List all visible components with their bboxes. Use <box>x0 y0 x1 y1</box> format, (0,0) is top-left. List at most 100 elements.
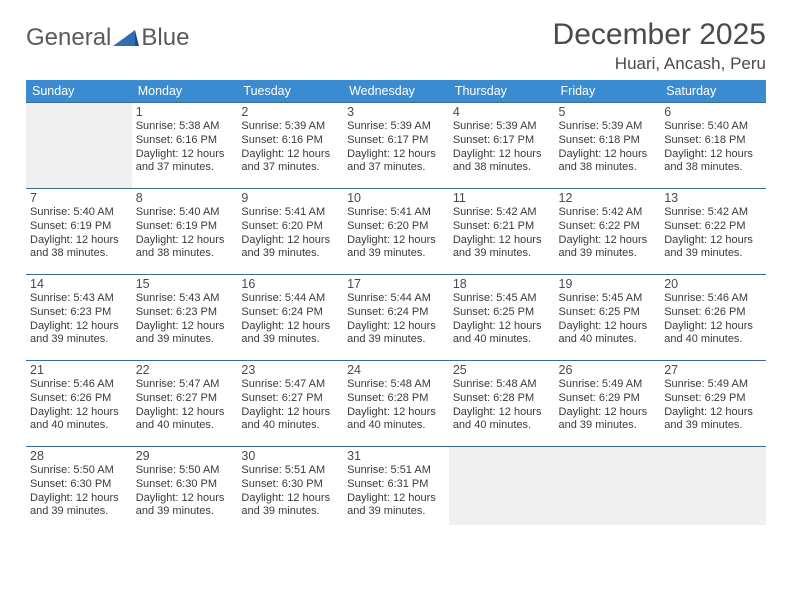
day-info: Sunrise: 5:40 AMSunset: 6:19 PMDaylight:… <box>30 206 128 261</box>
day-info: Sunrise: 5:43 AMSunset: 6:23 PMDaylight:… <box>136 292 234 347</box>
day-info: Sunrise: 5:47 AMSunset: 6:27 PMDaylight:… <box>241 378 339 433</box>
calendar-table: Sunday Monday Tuesday Wednesday Thursday… <box>26 80 766 525</box>
location: Huari, Ancash, Peru <box>553 54 766 74</box>
day-number: 30 <box>241 449 339 463</box>
calendar-day-cell: 7Sunrise: 5:40 AMSunset: 6:19 PMDaylight… <box>26 189 132 275</box>
day-number: 10 <box>347 191 445 205</box>
day-number: 17 <box>347 277 445 291</box>
day-number: 2 <box>241 105 339 119</box>
day-info: Sunrise: 5:43 AMSunset: 6:23 PMDaylight:… <box>30 292 128 347</box>
calendar-week-row: 21Sunrise: 5:46 AMSunset: 6:26 PMDayligh… <box>26 361 766 447</box>
calendar-day-cell: 28Sunrise: 5:50 AMSunset: 6:30 PMDayligh… <box>26 447 132 526</box>
calendar-week-row: 1Sunrise: 5:38 AMSunset: 6:16 PMDaylight… <box>26 103 766 189</box>
calendar-day-cell: 6Sunrise: 5:40 AMSunset: 6:18 PMDaylight… <box>660 103 766 189</box>
calendar-day-cell: 27Sunrise: 5:49 AMSunset: 6:29 PMDayligh… <box>660 361 766 447</box>
day-number: 7 <box>30 191 128 205</box>
day-number: 31 <box>347 449 445 463</box>
calendar-day-cell: 8Sunrise: 5:40 AMSunset: 6:19 PMDaylight… <box>132 189 238 275</box>
calendar-day-cell: 26Sunrise: 5:49 AMSunset: 6:29 PMDayligh… <box>555 361 661 447</box>
weekday-header: Saturday <box>660 80 766 103</box>
header: General Blue December 2025 Huari, Ancash… <box>26 18 766 74</box>
day-info: Sunrise: 5:51 AMSunset: 6:31 PMDaylight:… <box>347 464 445 519</box>
day-info: Sunrise: 5:50 AMSunset: 6:30 PMDaylight:… <box>136 464 234 519</box>
calendar-day-cell: 3Sunrise: 5:39 AMSunset: 6:17 PMDaylight… <box>343 103 449 189</box>
calendar-day-cell: 13Sunrise: 5:42 AMSunset: 6:22 PMDayligh… <box>660 189 766 275</box>
day-number: 5 <box>559 105 657 119</box>
day-number: 1 <box>136 105 234 119</box>
day-info: Sunrise: 5:38 AMSunset: 6:16 PMDaylight:… <box>136 120 234 175</box>
day-number: 19 <box>559 277 657 291</box>
day-number: 16 <box>241 277 339 291</box>
day-info: Sunrise: 5:41 AMSunset: 6:20 PMDaylight:… <box>347 206 445 261</box>
calendar-day-cell: 11Sunrise: 5:42 AMSunset: 6:21 PMDayligh… <box>449 189 555 275</box>
day-number: 6 <box>664 105 762 119</box>
month-title: December 2025 <box>553 18 766 52</box>
day-number: 20 <box>664 277 762 291</box>
day-number: 26 <box>559 363 657 377</box>
calendar-day-cell: 19Sunrise: 5:45 AMSunset: 6:25 PMDayligh… <box>555 275 661 361</box>
calendar-day-cell: 24Sunrise: 5:48 AMSunset: 6:28 PMDayligh… <box>343 361 449 447</box>
day-number: 27 <box>664 363 762 377</box>
title-block: December 2025 Huari, Ancash, Peru <box>553 18 766 74</box>
day-info: Sunrise: 5:42 AMSunset: 6:22 PMDaylight:… <box>559 206 657 261</box>
day-info: Sunrise: 5:49 AMSunset: 6:29 PMDaylight:… <box>559 378 657 433</box>
calendar-day-cell: 12Sunrise: 5:42 AMSunset: 6:22 PMDayligh… <box>555 189 661 275</box>
day-number: 24 <box>347 363 445 377</box>
day-number: 4 <box>453 105 551 119</box>
day-info: Sunrise: 5:44 AMSunset: 6:24 PMDaylight:… <box>347 292 445 347</box>
weekday-header-row: Sunday Monday Tuesday Wednesday Thursday… <box>26 80 766 103</box>
calendar-day-cell: 5Sunrise: 5:39 AMSunset: 6:18 PMDaylight… <box>555 103 661 189</box>
calendar-page: General Blue December 2025 Huari, Ancash… <box>0 0 792 535</box>
day-info: Sunrise: 5:47 AMSunset: 6:27 PMDaylight:… <box>136 378 234 433</box>
calendar-day-cell <box>660 447 766 526</box>
day-number: 22 <box>136 363 234 377</box>
day-info: Sunrise: 5:44 AMSunset: 6:24 PMDaylight:… <box>241 292 339 347</box>
logo-text-1: General <box>26 24 111 52</box>
day-number: 25 <box>453 363 551 377</box>
calendar-day-cell: 2Sunrise: 5:39 AMSunset: 6:16 PMDaylight… <box>237 103 343 189</box>
calendar-day-cell: 10Sunrise: 5:41 AMSunset: 6:20 PMDayligh… <box>343 189 449 275</box>
day-info: Sunrise: 5:46 AMSunset: 6:26 PMDaylight:… <box>664 292 762 347</box>
day-info: Sunrise: 5:49 AMSunset: 6:29 PMDaylight:… <box>664 378 762 433</box>
logo-triangle-icon <box>113 28 139 48</box>
day-number: 3 <box>347 105 445 119</box>
calendar-day-cell: 22Sunrise: 5:47 AMSunset: 6:27 PMDayligh… <box>132 361 238 447</box>
calendar-week-row: 28Sunrise: 5:50 AMSunset: 6:30 PMDayligh… <box>26 447 766 526</box>
weekday-header: Friday <box>555 80 661 103</box>
day-number: 28 <box>30 449 128 463</box>
day-number: 13 <box>664 191 762 205</box>
day-number: 15 <box>136 277 234 291</box>
day-info: Sunrise: 5:39 AMSunset: 6:18 PMDaylight:… <box>559 120 657 175</box>
calendar-day-cell <box>26 103 132 189</box>
day-number: 29 <box>136 449 234 463</box>
calendar-day-cell: 1Sunrise: 5:38 AMSunset: 6:16 PMDaylight… <box>132 103 238 189</box>
weekday-header: Wednesday <box>343 80 449 103</box>
calendar-day-cell: 23Sunrise: 5:47 AMSunset: 6:27 PMDayligh… <box>237 361 343 447</box>
calendar-day-cell: 25Sunrise: 5:48 AMSunset: 6:28 PMDayligh… <box>449 361 555 447</box>
day-number: 23 <box>241 363 339 377</box>
day-info: Sunrise: 5:39 AMSunset: 6:17 PMDaylight:… <box>347 120 445 175</box>
calendar-day-cell: 29Sunrise: 5:50 AMSunset: 6:30 PMDayligh… <box>132 447 238 526</box>
calendar-day-cell: 17Sunrise: 5:44 AMSunset: 6:24 PMDayligh… <box>343 275 449 361</box>
day-info: Sunrise: 5:48 AMSunset: 6:28 PMDaylight:… <box>453 378 551 433</box>
calendar-day-cell: 21Sunrise: 5:46 AMSunset: 6:26 PMDayligh… <box>26 361 132 447</box>
calendar-day-cell: 20Sunrise: 5:46 AMSunset: 6:26 PMDayligh… <box>660 275 766 361</box>
day-number: 8 <box>136 191 234 205</box>
day-info: Sunrise: 5:48 AMSunset: 6:28 PMDaylight:… <box>347 378 445 433</box>
calendar-week-row: 14Sunrise: 5:43 AMSunset: 6:23 PMDayligh… <box>26 275 766 361</box>
calendar-day-cell: 15Sunrise: 5:43 AMSunset: 6:23 PMDayligh… <box>132 275 238 361</box>
day-info: Sunrise: 5:45 AMSunset: 6:25 PMDaylight:… <box>559 292 657 347</box>
calendar-week-row: 7Sunrise: 5:40 AMSunset: 6:19 PMDaylight… <box>26 189 766 275</box>
day-info: Sunrise: 5:51 AMSunset: 6:30 PMDaylight:… <box>241 464 339 519</box>
day-info: Sunrise: 5:41 AMSunset: 6:20 PMDaylight:… <box>241 206 339 261</box>
calendar-day-cell <box>555 447 661 526</box>
day-info: Sunrise: 5:39 AMSunset: 6:16 PMDaylight:… <box>241 120 339 175</box>
day-info: Sunrise: 5:40 AMSunset: 6:18 PMDaylight:… <box>664 120 762 175</box>
day-info: Sunrise: 5:42 AMSunset: 6:22 PMDaylight:… <box>664 206 762 261</box>
day-info: Sunrise: 5:39 AMSunset: 6:17 PMDaylight:… <box>453 120 551 175</box>
calendar-day-cell: 14Sunrise: 5:43 AMSunset: 6:23 PMDayligh… <box>26 275 132 361</box>
calendar-day-cell: 18Sunrise: 5:45 AMSunset: 6:25 PMDayligh… <box>449 275 555 361</box>
calendar-day-cell: 4Sunrise: 5:39 AMSunset: 6:17 PMDaylight… <box>449 103 555 189</box>
day-info: Sunrise: 5:45 AMSunset: 6:25 PMDaylight:… <box>453 292 551 347</box>
day-info: Sunrise: 5:50 AMSunset: 6:30 PMDaylight:… <box>30 464 128 519</box>
